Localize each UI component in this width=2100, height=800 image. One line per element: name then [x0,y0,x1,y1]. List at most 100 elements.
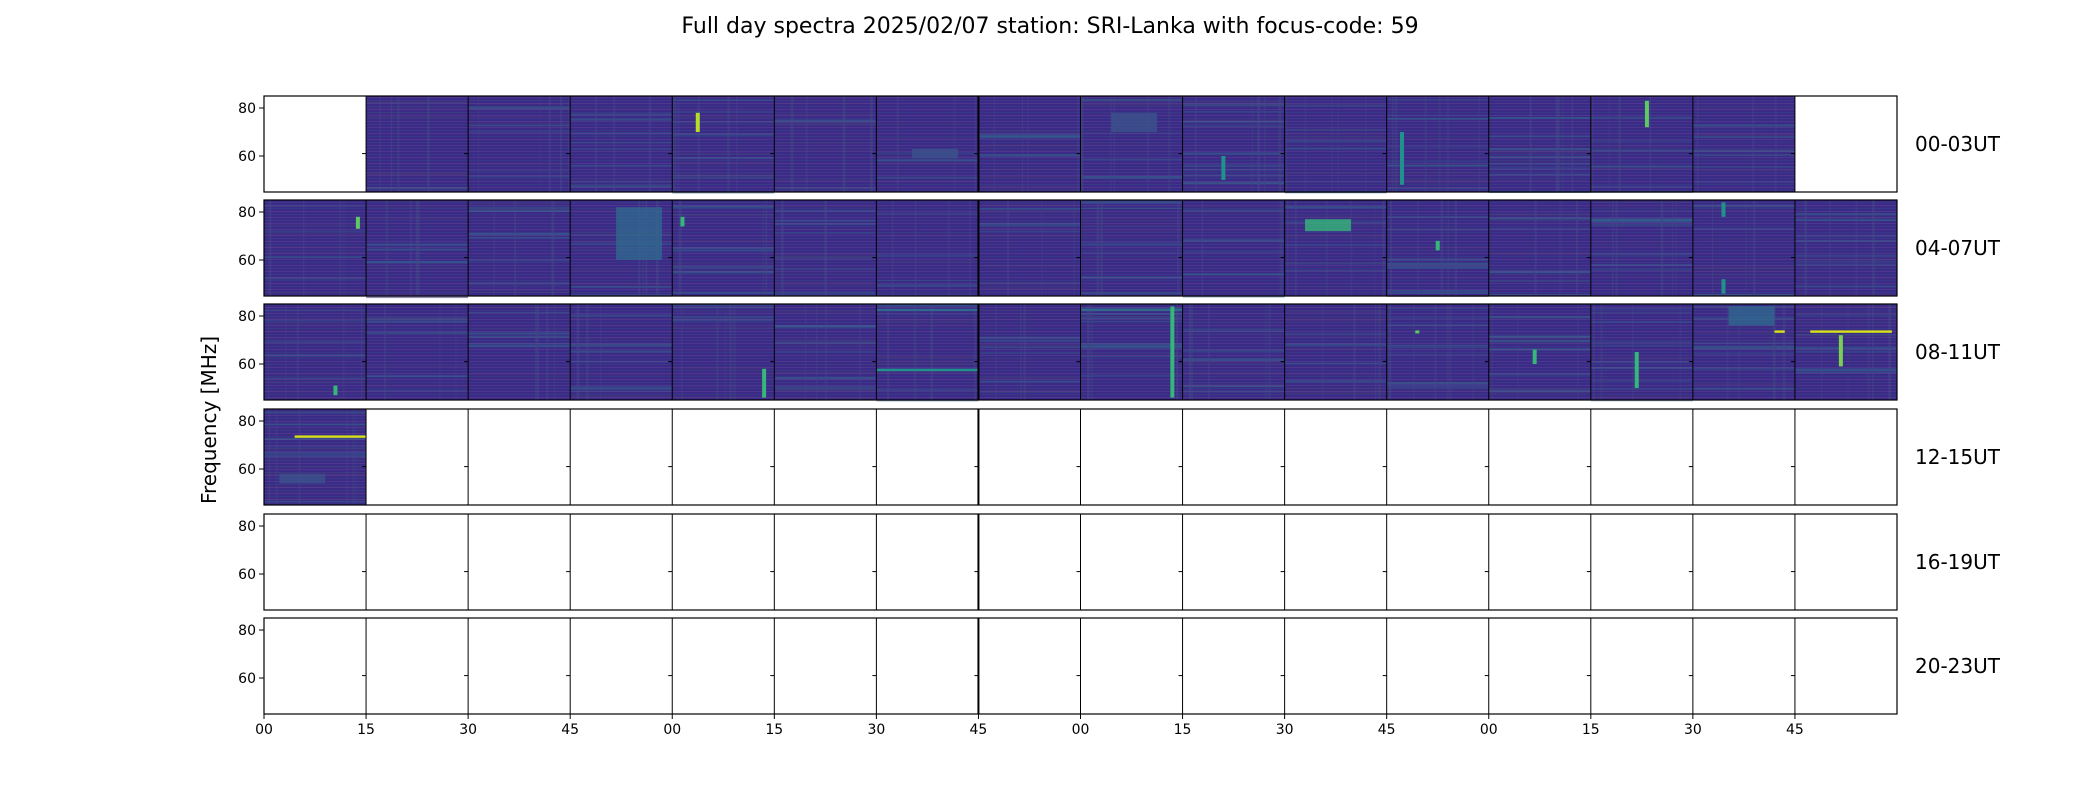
texture-overlay [1284,304,1387,400]
empty-panel-bg [1794,96,1897,192]
spectrogram-panel [570,96,673,192]
spectrogram-panel [1284,200,1387,296]
empty-panel-bg [978,409,1081,505]
empty-panel [876,618,979,714]
empty-panel-bg [1692,514,1795,610]
empty-panel [1284,618,1387,714]
radio-burst [333,385,338,396]
spectrogram-panel [672,200,775,296]
spectrogram-panel [876,96,979,192]
spectra-row: 80 60 00-03UT [238,95,2001,194]
spectrogram-panel [1080,96,1183,192]
spectrogram-panel [1182,304,1285,400]
empty-panel-bg [1182,618,1285,714]
texture-overlay [468,304,571,400]
row-time-label: 12-15UT [1915,445,2001,469]
spectrogram-panel [1590,304,1693,402]
empty-panel [570,409,673,505]
empty-panel-bg [672,514,775,610]
empty-panel-bg [1386,409,1489,505]
empty-panel-bg [1692,618,1795,714]
empty-panel-bg [876,514,979,610]
narrowband-signal [1774,330,1785,333]
texture-overlay [1692,96,1795,192]
texture-overlay [1080,304,1183,400]
y-tick-label: 60 [238,357,256,373]
row-time-label: 00-03UT [1915,132,2001,156]
radio-burst [1721,279,1726,294]
spectrogram-panel [468,96,571,192]
interference-line [876,399,979,402]
radio-burst [1532,349,1537,364]
empty-panel [1488,514,1591,610]
spectrogram-panel [468,200,571,296]
empty-panel [1794,96,1897,192]
y-tick-label: 80 [238,309,256,325]
narrowband-signal [294,435,367,438]
empty-panel [264,96,367,192]
y-tick-label: 80 [238,519,256,535]
empty-panel-bg [468,409,571,505]
empty-panel [570,514,673,610]
empty-panel-bg [1182,409,1285,505]
empty-panel-bg [1080,618,1183,714]
y-tick-label: 60 [238,671,256,687]
empty-panel [774,618,877,714]
spectrogram-panel [366,96,469,192]
empty-panel-bg [1080,409,1183,505]
texture-overlay [1590,200,1693,296]
empty-panel [1182,514,1285,610]
empty-panel-bg [1692,409,1795,505]
texture-overlay [366,200,469,296]
texture-overlay [1590,96,1693,192]
radio-burst [355,216,360,229]
empty-panel [672,514,775,610]
texture-overlay [1182,200,1285,296]
spectrogram-panel [774,200,879,296]
spectra-rows: 80 60 00-03UT 80 60 04-07UT 80 60 08-11UT 80 60 12-… [238,95,2001,715]
empty-panel [366,514,469,610]
broadband-block [912,148,959,159]
texture-overlay [876,96,979,192]
texture-overlay [1080,200,1183,296]
empty-panel [1386,409,1489,505]
empty-panel-bg [264,514,367,610]
empty-panel-bg [468,514,571,610]
row-frame [263,95,1898,193]
spectrogram-panel [1284,96,1387,194]
empty-panel [978,618,1081,714]
broadband-block [279,473,326,484]
x-axis-ticks: 00 15 30 45 00 15 30 45 00 15 30 45 00 15 30 45 [255,714,1804,738]
spectrogram-panel [1488,200,1591,296]
texture-overlay [1386,304,1489,400]
empty-panel [1386,618,1489,714]
radio-burst [1170,306,1175,398]
empty-panel [264,514,367,610]
narrowband-signal [876,308,979,312]
texture-overlay [366,304,469,400]
texture-overlay [1182,96,1285,192]
x-tick-label: 15 [765,722,783,738]
empty-panel [978,409,1081,505]
empty-panel-bg [264,96,367,192]
spectrogram-panel [570,304,673,400]
radio-burst [1435,240,1440,251]
spectra-row: 80 60 04-07UT [238,199,2001,299]
radio-burst [695,112,700,132]
texture-overlay [264,304,367,400]
empty-panel [1080,409,1183,505]
radio-burst [1415,330,1420,334]
empty-panel-bg [774,618,877,714]
empty-panel-bg [1284,618,1387,714]
texture-overlay [570,304,673,400]
spectrogram-panel [1692,96,1795,192]
y-tick-label: 60 [238,149,256,165]
y-tick-label: 80 [238,101,256,117]
texture-overlay [1488,200,1591,296]
spectrogram-panel [1080,304,1183,400]
empty-panel [876,514,979,610]
empty-panel [1284,514,1387,610]
empty-panel [1182,618,1285,714]
empty-panel [1080,514,1183,610]
